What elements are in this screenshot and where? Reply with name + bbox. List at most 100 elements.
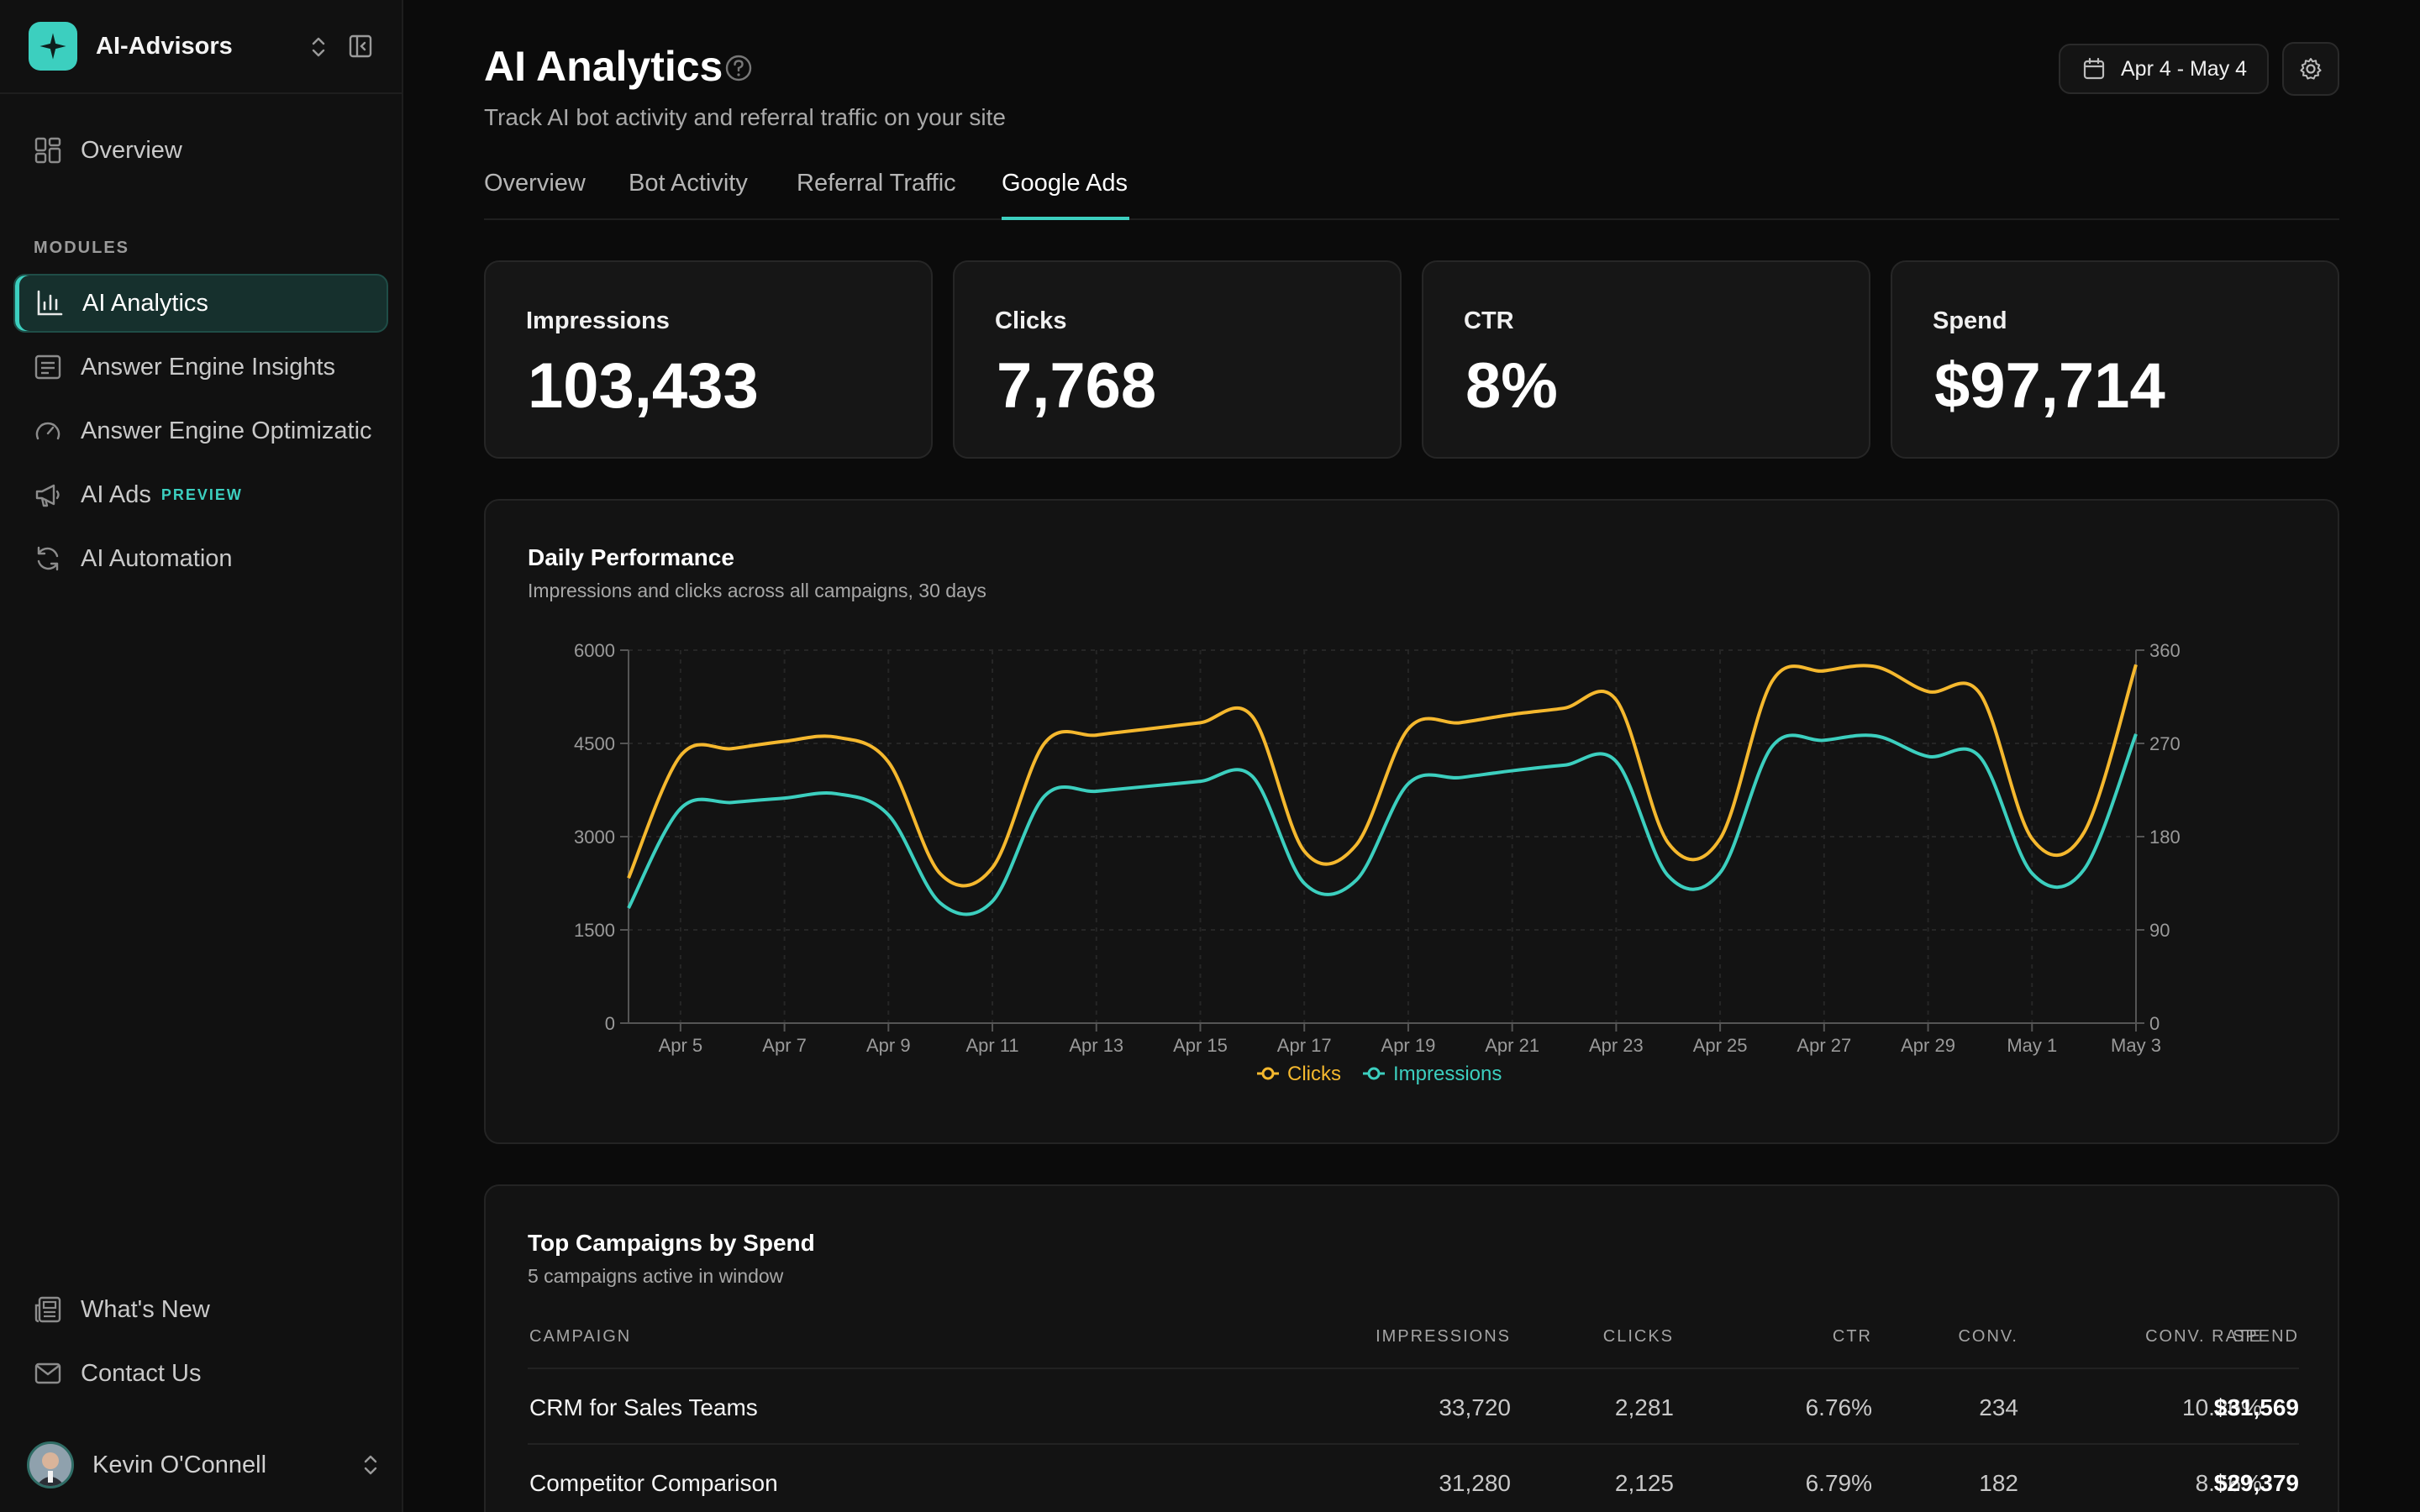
campaign-name: Competitor Comparison xyxy=(529,1470,778,1496)
sidebar-item-label: AI Ads xyxy=(81,480,151,508)
spend-cell: $31,569 xyxy=(2213,1394,2299,1420)
mail-icon xyxy=(34,1362,61,1384)
megaphone-icon xyxy=(35,484,60,507)
x-tick-label: Apr 13 xyxy=(1069,1035,1123,1056)
impressions-cell: 31,280 xyxy=(1439,1470,1511,1496)
y-right-tick-label: 0 xyxy=(2149,1013,2160,1034)
x-tick-label: Apr 9 xyxy=(866,1035,911,1056)
sidebar-collapse-icon[interactable] xyxy=(348,34,373,59)
x-tick-label: Apr 23 xyxy=(1589,1035,1644,1056)
x-tick-label: Apr 29 xyxy=(1901,1035,1955,1056)
chart-subtitle: Impressions and clicks across all campai… xyxy=(528,580,986,601)
x-tick-label: Apr 25 xyxy=(1693,1035,1748,1056)
column-header-impressions[interactable]: IMPRESSIONS xyxy=(1376,1327,1511,1346)
x-tick-label: May 3 xyxy=(2111,1035,2161,1056)
bar-chart-icon xyxy=(37,290,63,316)
tab-overview[interactable]: Overview xyxy=(484,170,586,197)
daily-performance-chart[interactable]: Apr 5 Apr 7 Apr 9 Apr 11 Apr 13 Apr 15 Apr 17 A… xyxy=(486,501,2338,1142)
column-header-ctr[interactable]: CTR xyxy=(1832,1327,1872,1346)
kpi-label: CTR xyxy=(1464,307,1514,334)
sidebar-item-label: Answer Engine Insights xyxy=(81,353,336,381)
table-subtitle: 5 campaigns active in window xyxy=(528,1265,784,1287)
column-header-campaign[interactable]: CAMPAIGN xyxy=(529,1327,632,1346)
x-tick-label: Apr 27 xyxy=(1797,1035,1851,1056)
help-icon[interactable] xyxy=(724,54,753,82)
sidebar-item-whats-new[interactable]: What's New xyxy=(13,1280,388,1339)
kpi-label: Spend xyxy=(1933,307,2007,334)
settings-button[interactable] xyxy=(2282,42,2339,96)
user-name: Kevin O'Connell xyxy=(92,1451,267,1478)
clicks-cell: 2,281 xyxy=(1614,1394,1674,1420)
tab-google-ads[interactable]: Google Ads xyxy=(1002,165,1129,220)
chevron-up-down-icon[interactable] xyxy=(361,1452,380,1478)
sidebar-item-contact-us[interactable]: Contact Us xyxy=(13,1344,388,1403)
table-row[interactable]: CRM for Sales Teams 33,720 2,281 6.76% 2… xyxy=(528,1368,2299,1443)
page-subtitle: Track AI bot activity and referral traff… xyxy=(484,104,1006,130)
conv-rate-cell: 10.26% xyxy=(2182,1394,2262,1420)
kpi-card-ctr: CTR 8% xyxy=(1422,260,1870,459)
impressions-cell: 33,720 xyxy=(1439,1394,1511,1420)
page-title: AI Analytics xyxy=(484,43,723,90)
workspace-switcher[interactable]: AI-Advisors xyxy=(0,0,402,94)
conv-cell: 182 xyxy=(1979,1470,2018,1496)
kpi-value: 7,768 xyxy=(997,350,1157,422)
tab-bot-activity[interactable]: Bot Activity xyxy=(629,170,748,197)
avatar xyxy=(27,1441,74,1488)
column-header-conv[interactable]: CONV. xyxy=(1958,1327,2018,1346)
x-tick-label: Apr 21 xyxy=(1485,1035,1539,1056)
y-right-tick-label: 360 xyxy=(2149,640,2181,661)
sidebar-item-answer-engine-optimization[interactable]: Answer Engine Optimizatic xyxy=(13,402,388,460)
newspaper-icon xyxy=(34,1296,61,1323)
kpi-label: Clicks xyxy=(995,307,1067,334)
tab-referral-traffic[interactable]: Referral Traffic xyxy=(797,170,956,197)
kpi-label: Impressions xyxy=(526,307,670,334)
series-line-clicks xyxy=(627,664,2138,888)
date-range-label: Apr 4 - May 4 xyxy=(2121,56,2248,81)
x-tick-label: Apr 5 xyxy=(659,1035,703,1056)
column-header-conv-rate[interactable]: CONV. RATE xyxy=(2145,1327,2262,1346)
chevron-up-down-icon[interactable] xyxy=(309,34,328,60)
kpi-value: $97,714 xyxy=(1934,350,2165,422)
date-range-button[interactable]: Apr 4 - May 4 xyxy=(2059,44,2269,94)
conv-cell: 234 xyxy=(1979,1394,2018,1420)
x-tick-label: Apr 7 xyxy=(762,1035,807,1056)
sidebar-item-label: What's New xyxy=(81,1295,210,1323)
kpi-value: 103,433 xyxy=(528,350,759,422)
conv-rate-cell: 8.56% xyxy=(2195,1470,2262,1496)
sidebar-item-label: Overview xyxy=(81,136,182,164)
gear-icon xyxy=(2300,58,2322,80)
column-header-spend[interactable]: SPEND xyxy=(2233,1327,2299,1346)
sidebar-item-label: AI Automation xyxy=(81,544,233,572)
sidebar: AI-Advisors Overview MODULES AI Analytic… xyxy=(0,0,403,1512)
sidebar-item-label: Contact Us xyxy=(81,1359,202,1387)
modules-section-label: MODULES xyxy=(34,239,129,257)
refresh-icon xyxy=(37,546,59,571)
daily-performance-card: Daily Performance Impressions and clicks… xyxy=(484,499,2339,1144)
top-campaigns-card: Top Campaigns by Spend 5 campaigns activ… xyxy=(484,1184,2339,1512)
y-left-tick-label: 6000 xyxy=(574,640,615,661)
column-header-clicks[interactable]: CLICKS xyxy=(1602,1327,1674,1346)
kpi-card-spend: Spend $97,714 xyxy=(1891,260,2339,459)
x-tick-label: Apr 15 xyxy=(1173,1035,1228,1056)
table-row[interactable]: Competitor Comparison 31,280 2,125 6.79%… xyxy=(528,1443,2299,1512)
y-left-tick-label: 4500 xyxy=(574,733,615,754)
sidebar-item-overview[interactable]: Overview xyxy=(13,121,388,180)
campaign-name: CRM for Sales Teams xyxy=(529,1394,758,1420)
brand-logo-icon xyxy=(29,22,77,71)
sidebar-item-ai-analytics[interactable]: AI Analytics xyxy=(13,274,388,333)
legend-dot-impressions xyxy=(1367,1067,1381,1080)
legend-dot-clicks xyxy=(1261,1067,1275,1080)
y-right-tick-label: 270 xyxy=(2149,733,2181,754)
sidebar-item-ai-ads[interactable]: AI Ads PREVIEW xyxy=(13,465,388,524)
spend-cell: $29,379 xyxy=(2213,1470,2299,1496)
sidebar-item-label: Answer Engine Optimizatic xyxy=(81,417,372,444)
ctr-cell: 6.79% xyxy=(1805,1470,1872,1496)
sidebar-item-ai-automation[interactable]: AI Automation xyxy=(13,529,388,588)
user-menu[interactable]: Kevin O'Connell xyxy=(27,1440,380,1490)
y-left-tick-label: 1500 xyxy=(574,920,615,941)
legend-label-clicks: Clicks xyxy=(1287,1063,1341,1085)
table-title: Top Campaigns by Spend xyxy=(528,1230,815,1256)
y-left-tick-label: 3000 xyxy=(574,827,615,848)
tab-bar: Overview Bot Activity Referral Traffic G… xyxy=(484,165,2339,220)
sidebar-item-answer-engine-insights[interactable]: Answer Engine Insights xyxy=(13,338,388,396)
